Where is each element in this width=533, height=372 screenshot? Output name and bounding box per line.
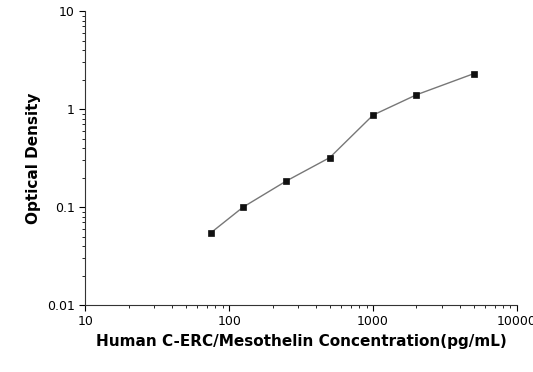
X-axis label: Human C-ERC/Mesothelin Concentration(pg/mL): Human C-ERC/Mesothelin Concentration(pg/… xyxy=(96,334,506,349)
Y-axis label: Optical Density: Optical Density xyxy=(27,92,42,224)
